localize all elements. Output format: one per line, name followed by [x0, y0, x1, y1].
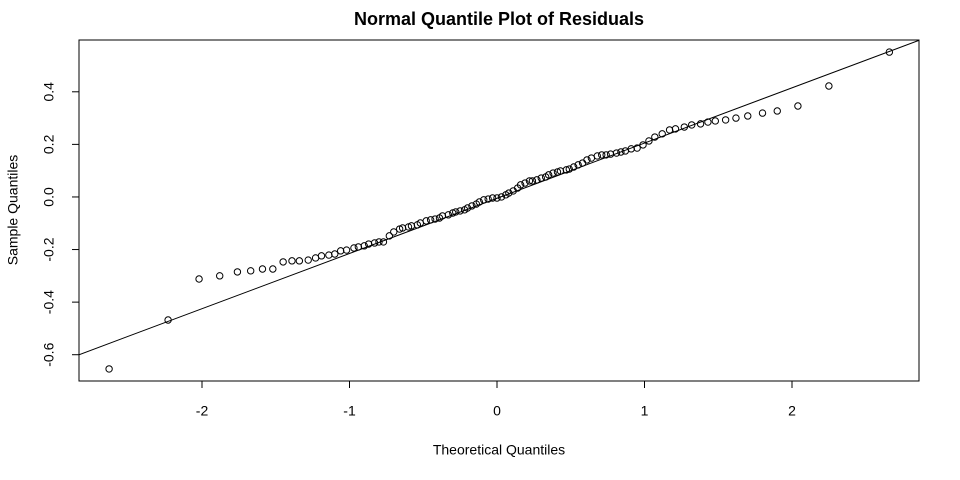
point — [639, 141, 647, 149]
point — [195, 275, 203, 283]
point — [645, 137, 653, 145]
chart-title: Normal Quantile Plot of Residuals — [354, 9, 644, 29]
point — [164, 316, 172, 324]
point — [606, 150, 615, 158]
x-tick-label: 1 — [641, 403, 649, 419]
point — [688, 121, 696, 129]
point — [216, 272, 224, 280]
point — [493, 194, 501, 202]
point — [484, 195, 492, 203]
y-tick-label: -0.2 — [41, 237, 57, 261]
x-tick-label: -1 — [343, 403, 356, 419]
x-tick-label: -2 — [196, 403, 209, 419]
point — [562, 166, 571, 174]
point — [544, 171, 553, 179]
x-tick-label: 2 — [788, 403, 796, 419]
point — [468, 202, 476, 210]
point — [565, 165, 573, 173]
point — [574, 161, 582, 169]
y-tick-label: 0.2 — [41, 134, 57, 154]
point — [452, 208, 460, 216]
point — [505, 189, 513, 197]
x-axis-label: Theoretical Quantiles — [433, 442, 565, 458]
point — [379, 238, 388, 246]
plot-frame — [78, 39, 920, 382]
point — [390, 228, 398, 236]
point — [528, 177, 537, 185]
point — [375, 238, 383, 246]
point — [583, 156, 591, 164]
point — [533, 176, 541, 184]
point — [658, 130, 666, 138]
point — [665, 126, 674, 134]
reference-line — [79, 40, 919, 356]
point — [488, 194, 497, 202]
point — [354, 243, 363, 251]
point — [744, 112, 752, 120]
point — [593, 152, 602, 160]
y-tick-label: 0.0 — [41, 187, 57, 207]
point — [825, 82, 833, 90]
point — [704, 118, 712, 126]
point — [456, 207, 464, 215]
point — [342, 246, 351, 254]
point — [671, 125, 680, 133]
point — [794, 102, 802, 110]
point — [549, 169, 557, 177]
plot-area — [79, 40, 919, 373]
point — [885, 48, 894, 56]
point — [444, 211, 453, 219]
point — [258, 265, 267, 273]
point — [680, 123, 689, 131]
point — [370, 239, 379, 247]
point — [773, 107, 781, 115]
point — [602, 151, 610, 159]
point — [463, 204, 472, 212]
point — [516, 181, 525, 189]
point — [732, 114, 740, 122]
point — [269, 265, 277, 273]
point — [480, 196, 488, 204]
point — [288, 257, 296, 265]
point — [537, 174, 545, 182]
point — [633, 144, 641, 152]
point — [422, 217, 430, 225]
point — [758, 109, 767, 117]
point — [431, 215, 439, 223]
point — [521, 179, 529, 187]
point — [651, 133, 659, 141]
point — [497, 193, 506, 201]
point — [598, 151, 606, 159]
point — [525, 177, 534, 185]
point — [696, 120, 705, 128]
point — [360, 242, 368, 250]
point — [612, 149, 621, 157]
point — [233, 268, 242, 276]
point — [304, 256, 312, 264]
x-tick-label: 0 — [493, 403, 501, 419]
y-tick-label: -0.4 — [41, 290, 57, 314]
y-axis-label: Sample Quantiles — [5, 155, 21, 266]
point — [711, 117, 720, 125]
point — [317, 252, 326, 260]
point — [246, 267, 255, 275]
point — [385, 232, 394, 240]
point — [570, 163, 578, 171]
point — [350, 244, 358, 252]
point — [331, 250, 339, 258]
point — [295, 257, 304, 265]
y-tick-label: 0.4 — [41, 82, 57, 102]
point — [336, 247, 345, 255]
point — [617, 148, 625, 156]
y-tick-label: -0.6 — [41, 342, 57, 366]
point — [325, 251, 333, 259]
point — [279, 258, 287, 266]
point — [475, 198, 484, 206]
point — [105, 365, 113, 373]
point — [721, 116, 730, 124]
point — [426, 216, 435, 224]
